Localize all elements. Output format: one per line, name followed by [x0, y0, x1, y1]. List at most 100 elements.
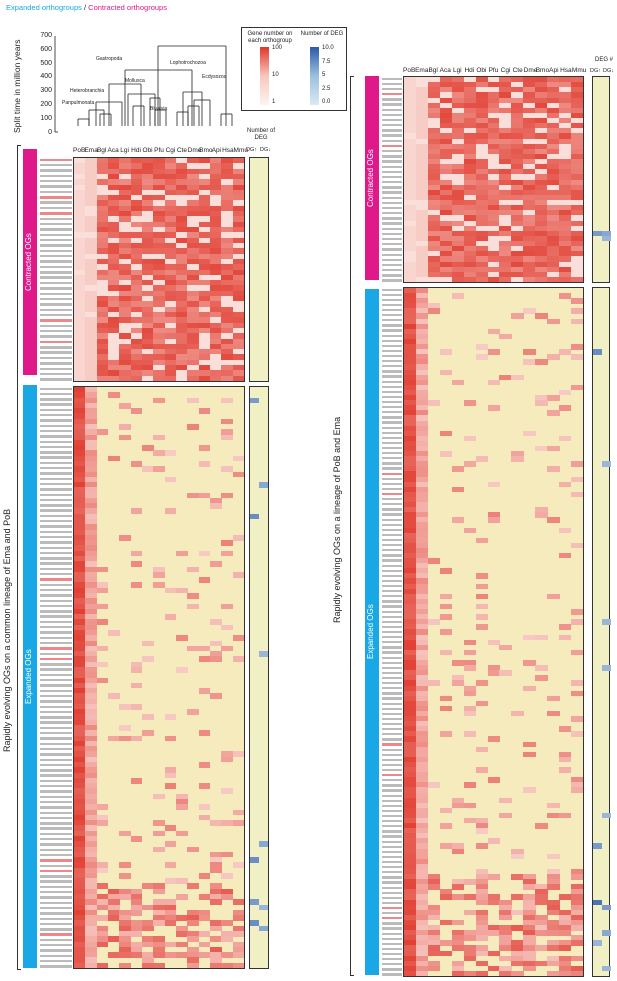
row-label-mark — [40, 292, 72, 295]
heatmap-cell — [85, 957, 98, 964]
heatmap-cell — [535, 507, 548, 513]
heatmap-cell — [85, 418, 98, 425]
heatmap-cell — [85, 269, 98, 276]
heatmap-cell — [221, 333, 234, 339]
row-label-mark — [40, 822, 72, 825]
row-label-mark — [40, 795, 72, 799]
heatmap-cell — [221, 820, 234, 826]
row-label-mark — [40, 700, 72, 703]
heatmap-cell — [404, 461, 417, 467]
heatmap-cell — [232, 455, 245, 462]
heatmap-cell — [523, 874, 536, 880]
row-label-mark — [40, 875, 72, 878]
left-deg-header: Number of DEG — [246, 128, 275, 141]
heatmap-cell — [487, 379, 500, 386]
heatmap-cell — [415, 102, 429, 109]
heatmap-cell — [415, 143, 429, 150]
heatmap-cell — [415, 471, 429, 477]
heatmap-cell — [74, 841, 86, 847]
heatmap-cell — [74, 851, 86, 858]
heatmap-cell — [85, 434, 98, 441]
heatmap-cell — [571, 308, 584, 314]
heatmap-cell — [415, 194, 429, 201]
heatmap-cell — [187, 237, 200, 244]
heatmap-cell — [176, 285, 188, 292]
row-label-mark — [382, 201, 402, 205]
heatmap-cell — [210, 899, 222, 905]
heatmap-cell — [547, 169, 560, 175]
heatmap-cell — [187, 957, 200, 964]
heatmap-cell — [404, 843, 417, 849]
heatmap-cell — [119, 163, 132, 169]
heatmap-cell — [187, 173, 200, 180]
row-label-mark — [40, 482, 72, 486]
heatmap-cell — [415, 772, 429, 778]
heatmap-cell — [85, 762, 98, 768]
heatmap-cell — [130, 205, 143, 212]
heatmap-cell — [85, 301, 98, 308]
row-label-mark — [382, 917, 402, 920]
row-label-mark — [40, 785, 72, 788]
heatmap-cell — [85, 189, 98, 196]
heatmap-cell — [130, 163, 143, 169]
heatmap-cell — [559, 87, 572, 93]
deg-cell — [593, 899, 602, 906]
heatmap-cell — [232, 285, 245, 292]
heatmap-cell — [96, 269, 109, 276]
heatmap-cell — [571, 874, 584, 880]
heatmap-cell — [221, 962, 234, 969]
heatmap-cell — [119, 925, 132, 932]
heatmap-cell — [451, 200, 465, 206]
heatmap-cell — [571, 266, 584, 273]
row-label-mark — [382, 411, 402, 414]
heatmap-cell — [232, 946, 245, 953]
heatmap-cell — [559, 965, 572, 972]
heatmap-cell — [142, 640, 154, 647]
heatmap-cell — [451, 884, 465, 890]
heatmap-cell — [523, 261, 536, 268]
heatmap-cell — [415, 756, 429, 763]
row-label-mark — [382, 269, 402, 272]
heatmap-cell — [475, 603, 488, 610]
heatmap-cell — [499, 159, 512, 165]
heatmap-cell — [475, 919, 488, 926]
heatmap-cell — [404, 82, 417, 88]
heatmap-cell — [499, 184, 512, 191]
heatmap-cell — [85, 439, 98, 446]
heatmap-cell — [535, 235, 548, 242]
heatmap-cell — [535, 220, 548, 227]
heatmap-cell — [404, 77, 417, 83]
row-label-mark — [382, 814, 402, 818]
heatmap-cell — [547, 256, 560, 262]
heatmap-cell — [176, 915, 188, 921]
heatmap-cell — [475, 77, 488, 83]
heatmap-cell — [559, 246, 572, 252]
heatmap-cell — [415, 430, 429, 437]
row-label-mark — [382, 544, 402, 547]
heatmap-cell — [187, 290, 200, 297]
heatmap-cell — [511, 133, 524, 139]
heatmap-cell — [475, 261, 488, 268]
heatmap-cell — [198, 872, 211, 879]
heatmap-cell — [404, 879, 417, 885]
heatmap-cell — [85, 163, 98, 169]
heatmap-cell — [463, 930, 476, 936]
row-label-mark — [40, 652, 72, 655]
heatmap-cell — [85, 904, 98, 911]
heatmap-cell — [571, 82, 584, 88]
heatmap-cell — [119, 253, 132, 260]
heatmap-cell — [523, 741, 536, 748]
heatmap-cell — [439, 256, 453, 262]
heatmap-cell — [404, 298, 417, 304]
heatmap-cell — [187, 232, 200, 239]
heatmap-cell — [439, 77, 453, 83]
heatmap-cell — [547, 812, 560, 819]
heatmap-cell — [535, 313, 548, 319]
heatmap-cell — [130, 184, 143, 191]
heatmap-cell — [187, 248, 200, 254]
row-label-mark — [382, 625, 402, 629]
heatmap-cell — [415, 965, 429, 972]
heatmap-cell — [487, 220, 500, 227]
heatmap-cell — [130, 221, 143, 228]
right-expanded-row-labels — [382, 287, 402, 977]
